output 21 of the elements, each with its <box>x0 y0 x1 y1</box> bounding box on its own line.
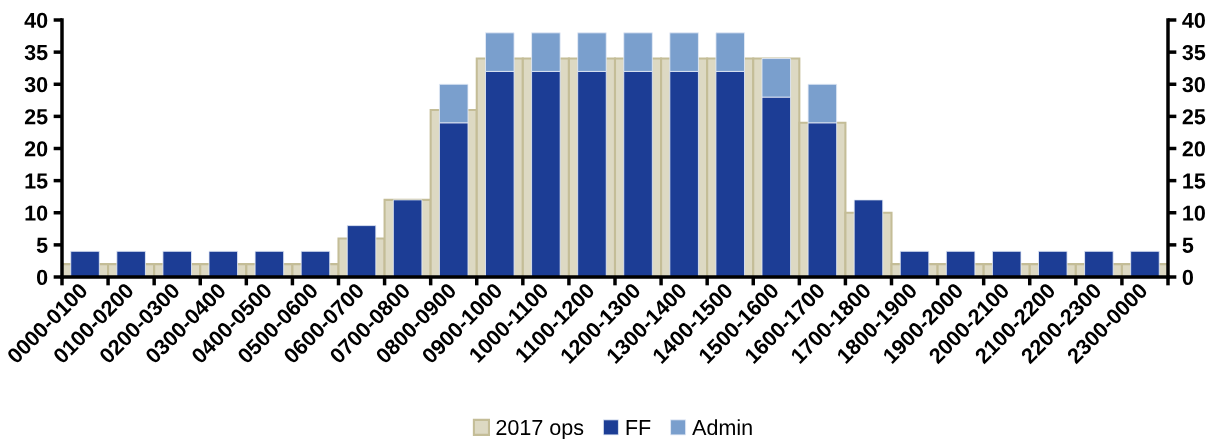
legend-label: Admin <box>692 419 752 436</box>
y-tick-label: 5 <box>36 237 48 253</box>
y2-tick-label: 25 <box>1182 109 1206 125</box>
y2-tick-label: 5 <box>1182 237 1194 253</box>
y2-tick-label: 20 <box>1182 141 1205 157</box>
y-tick-label: 20 <box>24 141 48 157</box>
y2-tick-label: 15 <box>1183 173 1206 189</box>
y2-tick-label: 35 <box>1182 44 1206 61</box>
y-tick-label: 25 <box>24 109 48 125</box>
legend-label: 2017 ops <box>496 419 584 439</box>
y-tick-label: 30 <box>24 77 48 93</box>
y2-tick-label: 10 <box>1183 205 1205 221</box>
legend-label: FF <box>626 420 651 435</box>
y2-tick-label: 0 <box>1182 269 1193 286</box>
y-tick-label: 40 <box>24 12 48 29</box>
y-tick-label: 10 <box>25 205 48 221</box>
y2-tick-label: 40 <box>1182 12 1205 29</box>
y-tick-label: 15 <box>25 173 48 189</box>
y2-tick-label: 30 <box>1182 77 1205 93</box>
y-tick-label: 0 <box>36 269 48 286</box>
y-tick-label: 35 <box>24 44 48 61</box>
